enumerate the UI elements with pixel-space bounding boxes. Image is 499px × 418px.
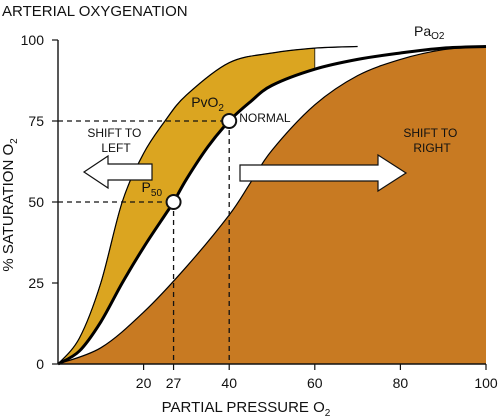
p50-label: P50 bbox=[142, 179, 163, 199]
x-tick-label: 40 bbox=[221, 375, 237, 391]
y-tick-label: 25 bbox=[28, 275, 44, 291]
x-tick-label: 80 bbox=[393, 375, 409, 391]
shift-right-arrow bbox=[239, 153, 408, 193]
y-tick-label: 0 bbox=[36, 356, 44, 372]
x-tick-label: 27 bbox=[166, 375, 182, 391]
p50-point bbox=[165, 194, 182, 210]
y-axis-label: % SATURATION O2 bbox=[0, 138, 20, 272]
x-tick-label: 20 bbox=[136, 375, 152, 391]
y-tick-label: 100 bbox=[21, 32, 45, 48]
shift-right-area bbox=[58, 46, 486, 364]
y-tick-label: 75 bbox=[28, 113, 44, 129]
y-tick-label: 50 bbox=[28, 194, 44, 210]
normal-label: NORMAL bbox=[239, 111, 291, 125]
pao2-label: PaO2 bbox=[414, 23, 445, 42]
curve-shift-to-left bbox=[57, 45, 358, 365]
x-tick-label: 60 bbox=[307, 375, 323, 391]
x-axis-label: PARTIAL PRESSURE O2 bbox=[162, 399, 331, 418]
shift-left-label: SHIFT TO LEFT bbox=[87, 126, 144, 155]
x-tick-label: 100 bbox=[474, 375, 498, 391]
curve-normal bbox=[57, 45, 487, 366]
pvo2-label: PvO2 bbox=[191, 94, 224, 114]
pvo2-point bbox=[221, 113, 238, 129]
shift-right-label: SHIFT TO RIGHT bbox=[403, 126, 460, 155]
shift-left-arrow bbox=[82, 154, 153, 190]
chart-title: ARTERIAL OXYGENATION bbox=[2, 3, 188, 20]
